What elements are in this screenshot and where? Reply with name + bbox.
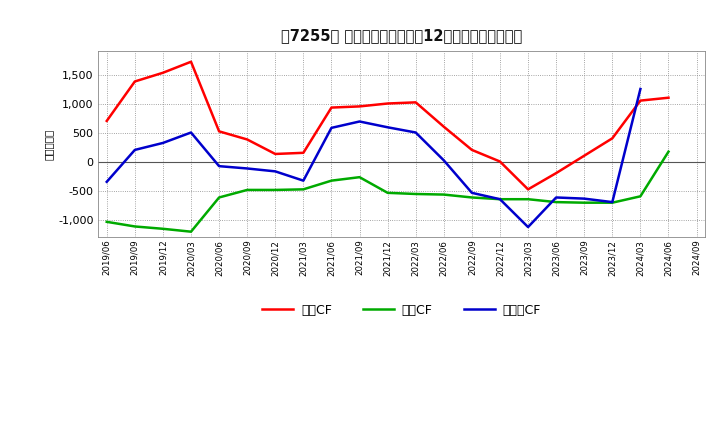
フリーCF [552,195,560,200]
フリーCF [636,86,644,92]
投資CF [467,195,476,200]
投資CF [130,224,139,229]
投資CF [102,219,111,224]
投資CF [215,195,223,200]
Line: 投資CF: 投資CF [107,152,668,232]
投資CF [299,187,307,192]
Y-axis label: （百万円）: （百万円） [44,128,54,160]
投資CF [552,199,560,205]
フリーCF [467,190,476,195]
営業CF [580,153,588,158]
投資CF [495,197,504,202]
フリーCF [130,147,139,153]
投資CF [523,197,532,202]
フリーCF [271,169,279,174]
営業CF [495,159,504,164]
フリーCF [355,119,364,124]
投資CF [158,226,167,231]
Title: 　7255、 キャッシュフローの12か月移動合計の推移: 7255、 キャッシュフローの12か月移動合計の推移 [281,28,522,43]
フリーCF [243,166,251,171]
Line: フリーCF: フリーCF [107,89,640,227]
フリーCF [411,130,420,135]
営業CF [243,137,251,142]
営業CF [355,104,364,109]
営業CF [215,129,223,134]
フリーCF [523,224,532,230]
フリーCF [158,140,167,146]
営業CF [552,170,560,176]
フリーCF [102,179,111,184]
営業CF [130,79,139,84]
営業CF [186,59,195,64]
営業CF [158,70,167,75]
営業CF [523,187,532,192]
投資CF [580,200,588,205]
営業CF [383,101,392,106]
営業CF [608,136,616,141]
フリーCF [439,158,448,163]
投資CF [243,187,251,193]
営業CF [411,100,420,105]
Legend: 営業CF, 投資CF, フリーCF: 営業CF, 投資CF, フリーCF [257,299,546,322]
フリーCF [580,196,588,201]
投資CF [186,229,195,235]
投資CF [355,175,364,180]
営業CF [636,98,644,103]
フリーCF [383,125,392,130]
投資CF [327,178,336,183]
フリーCF [327,125,336,131]
営業CF [664,95,672,100]
投資CF [383,190,392,195]
投資CF [608,200,616,205]
営業CF [102,118,111,124]
投資CF [664,149,672,154]
投資CF [271,187,279,193]
Line: 営業CF: 営業CF [107,62,668,189]
フリーCF [186,130,195,135]
営業CF [327,105,336,110]
営業CF [439,124,448,129]
投資CF [411,191,420,197]
フリーCF [215,164,223,169]
フリーCF [299,178,307,183]
営業CF [467,147,476,153]
フリーCF [495,197,504,202]
投資CF [636,194,644,199]
営業CF [271,151,279,157]
営業CF [299,150,307,155]
フリーCF [608,199,616,205]
投資CF [439,192,448,197]
